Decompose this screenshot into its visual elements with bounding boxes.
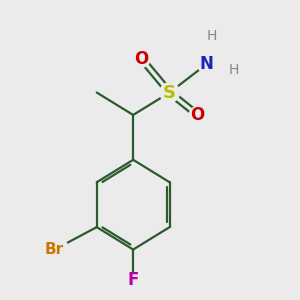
Text: H: H — [206, 29, 217, 44]
Circle shape — [198, 56, 214, 73]
Text: S: S — [163, 83, 176, 101]
Circle shape — [41, 236, 68, 263]
Circle shape — [126, 273, 140, 287]
Circle shape — [189, 106, 206, 123]
Text: O: O — [134, 50, 149, 68]
Circle shape — [160, 83, 179, 102]
Text: H: H — [229, 63, 239, 77]
Text: F: F — [128, 272, 139, 290]
Text: Br: Br — [45, 242, 64, 257]
Circle shape — [133, 50, 150, 67]
Text: O: O — [190, 106, 205, 124]
Text: N: N — [199, 56, 213, 74]
